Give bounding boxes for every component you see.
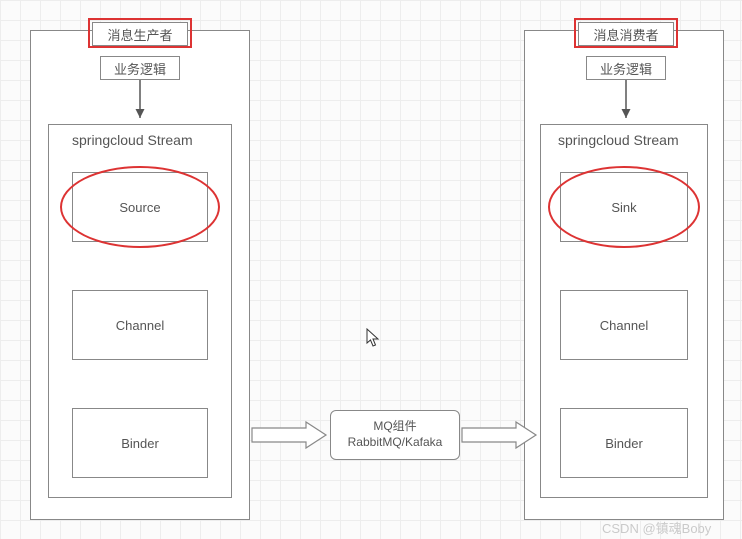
mq-component-box: MQ组件 RabbitMQ/Kafaka [330, 410, 460, 460]
consumer-logic: 业务逻辑 [586, 56, 666, 80]
consumer-title: 消息消费者 [578, 22, 674, 46]
producer-stream-label: springcloud Stream [72, 132, 193, 148]
producer-binder-box: Binder [72, 408, 208, 478]
mq-label-2: RabbitMQ/Kafaka [348, 435, 443, 451]
mq-label-1: MQ组件 [373, 419, 416, 435]
cursor-icon [366, 328, 382, 348]
arrow-producer-to-mq [252, 422, 326, 448]
consumer-channel-box: Channel [560, 290, 688, 360]
consumer-binder-box: Binder [560, 408, 688, 478]
producer-title: 消息生产者 [92, 22, 188, 46]
producer-channel-box: Channel [72, 290, 208, 360]
producer-source-box: Source [72, 172, 208, 242]
consumer-sink-box: Sink [560, 172, 688, 242]
producer-logic: 业务逻辑 [100, 56, 180, 80]
consumer-stream-label: springcloud Stream [558, 132, 679, 148]
watermark-text: CSDN @镇魂Boby [602, 518, 711, 537]
